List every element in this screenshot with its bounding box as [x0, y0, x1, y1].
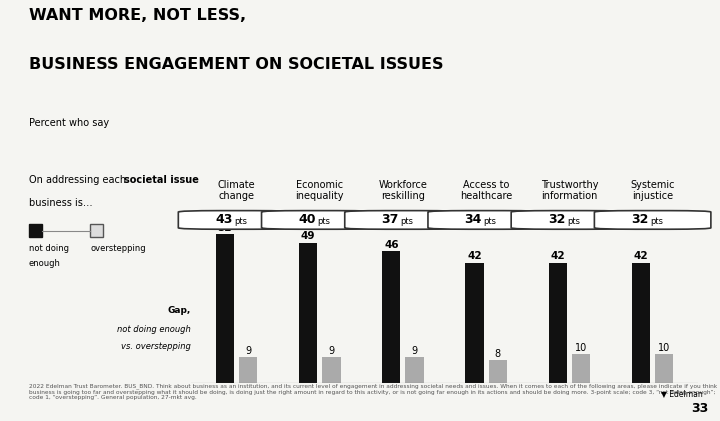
Text: 33: 33 — [691, 402, 708, 415]
Text: pts: pts — [400, 217, 413, 226]
Text: Climate
change: Climate change — [217, 180, 256, 202]
Bar — [572, 354, 590, 383]
Text: 9: 9 — [328, 346, 335, 356]
Text: 52: 52 — [217, 223, 232, 233]
Text: not doing: not doing — [29, 243, 69, 253]
Text: societal issue: societal issue — [125, 175, 199, 185]
Bar — [29, 224, 42, 237]
Text: pts: pts — [650, 217, 663, 226]
Bar — [299, 243, 318, 383]
Text: 9: 9 — [412, 346, 418, 356]
Text: 42: 42 — [551, 251, 565, 261]
Bar — [465, 263, 484, 383]
Text: 10: 10 — [575, 343, 588, 353]
Text: 40: 40 — [298, 213, 315, 226]
FancyBboxPatch shape — [91, 224, 104, 237]
Bar — [655, 354, 673, 383]
Text: Systemic
injustice: Systemic injustice — [631, 180, 675, 202]
Text: 2022 Edelman Trust Barometer. BUS_BND. Think about business as an institution, a: 2022 Edelman Trust Barometer. BUS_BND. T… — [29, 383, 717, 400]
FancyBboxPatch shape — [261, 210, 378, 229]
FancyBboxPatch shape — [179, 210, 294, 229]
Text: Gap,: Gap, — [168, 306, 191, 315]
Text: pts: pts — [318, 217, 330, 226]
Text: BUSINESS ENGAGEMENT ON SOCIETAL ISSUES: BUSINESS ENGAGEMENT ON SOCIETAL ISSUES — [29, 57, 444, 72]
Bar — [239, 357, 257, 383]
Text: 8: 8 — [495, 349, 501, 359]
Text: 49: 49 — [301, 232, 315, 241]
Text: 42: 42 — [467, 251, 482, 261]
Bar — [216, 234, 234, 383]
Bar — [323, 357, 341, 383]
Text: pts: pts — [234, 217, 247, 226]
Text: On addressing each: On addressing each — [29, 175, 129, 185]
Text: Workforce
reskilling: Workforce reskilling — [379, 180, 428, 202]
Bar — [382, 251, 400, 383]
FancyBboxPatch shape — [511, 210, 628, 229]
Text: WANT MORE, NOT LESS,: WANT MORE, NOT LESS, — [29, 8, 246, 24]
Text: enough: enough — [29, 258, 60, 268]
FancyBboxPatch shape — [345, 210, 462, 229]
Text: business is…: business is… — [29, 198, 92, 208]
Text: not doing enough: not doing enough — [117, 325, 191, 334]
Text: 46: 46 — [384, 240, 399, 250]
Bar — [405, 357, 424, 383]
Text: 9: 9 — [245, 346, 251, 356]
Text: pts: pts — [567, 217, 580, 226]
Text: 10: 10 — [658, 343, 670, 353]
Text: 34: 34 — [464, 213, 482, 226]
Text: ▼ Edelman: ▼ Edelman — [662, 389, 703, 398]
Text: 43: 43 — [215, 213, 233, 226]
Text: Percent who say: Percent who say — [29, 117, 109, 128]
Bar — [549, 263, 567, 383]
Text: vs. overstepping: vs. overstepping — [121, 342, 191, 351]
FancyBboxPatch shape — [595, 210, 711, 229]
Text: Access to
healthcare: Access to healthcare — [460, 180, 513, 202]
Text: overstepping: overstepping — [91, 243, 146, 253]
Text: 32: 32 — [631, 213, 649, 226]
Text: Economic
inequality: Economic inequality — [295, 180, 344, 202]
Text: Trustworthy
information: Trustworthy information — [541, 180, 598, 202]
Bar — [632, 263, 650, 383]
FancyBboxPatch shape — [428, 210, 544, 229]
Text: 42: 42 — [634, 251, 648, 261]
Text: pts: pts — [484, 217, 497, 226]
Text: 37: 37 — [382, 213, 399, 226]
Bar — [489, 360, 507, 383]
Text: 32: 32 — [548, 213, 565, 226]
